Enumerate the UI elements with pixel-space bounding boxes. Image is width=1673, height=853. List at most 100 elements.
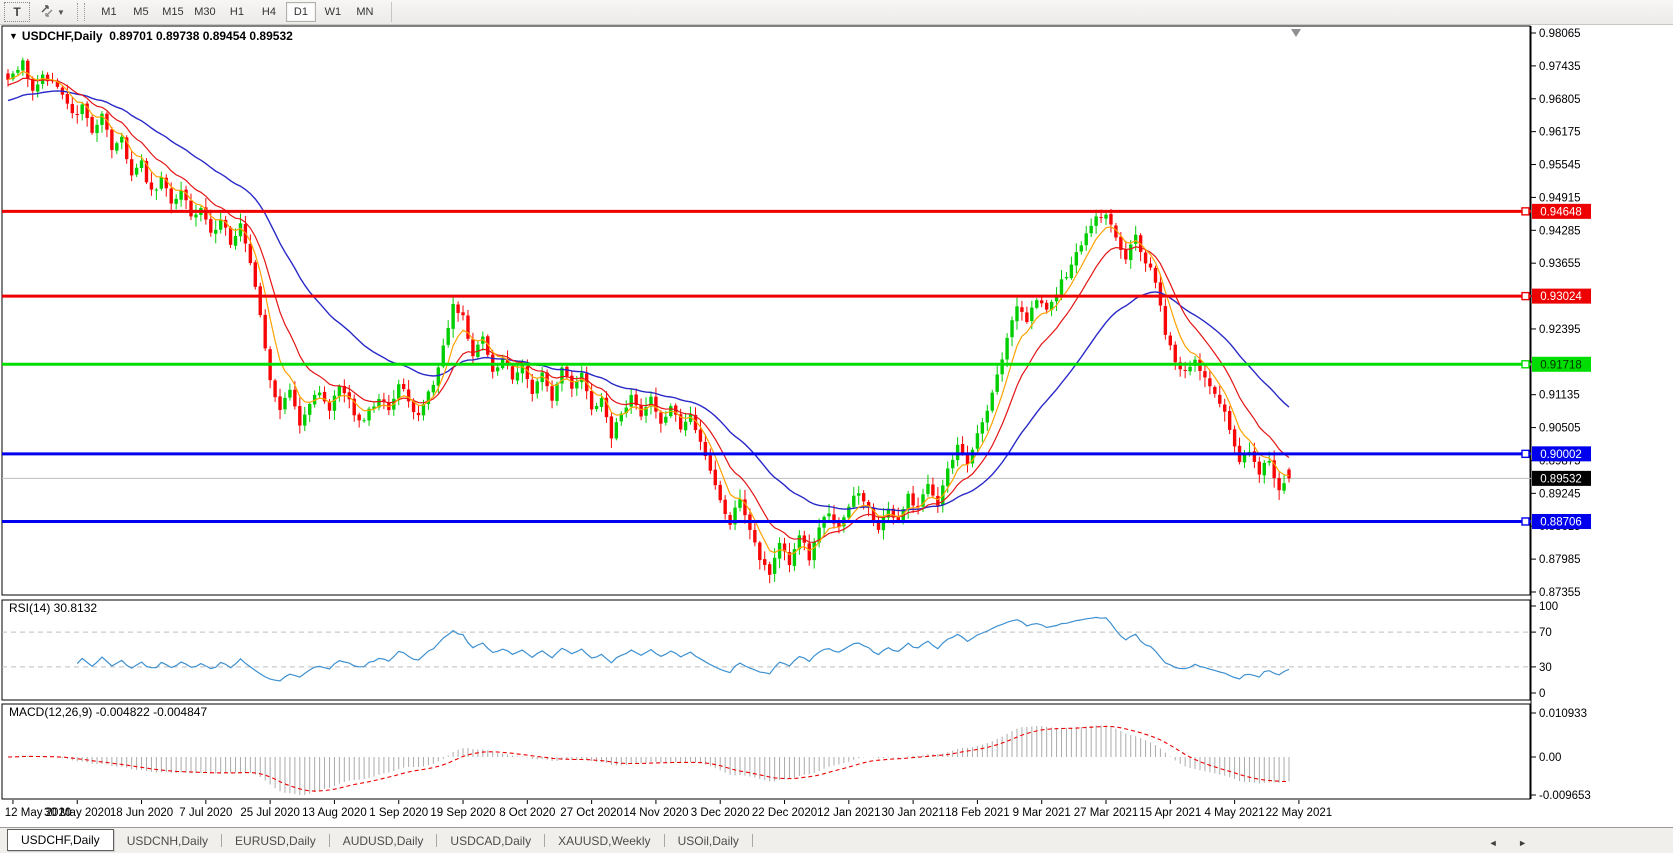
svg-text:0.92395: 0.92395 [1539, 324, 1581, 336]
svg-text:0.87355: 0.87355 [1539, 587, 1581, 599]
svg-text:30: 30 [1539, 662, 1552, 674]
svg-text:14 Nov 2020: 14 Nov 2020 [623, 807, 688, 819]
svg-text:0.00: 0.00 [1539, 752, 1561, 764]
tab-separator [544, 834, 546, 847]
svg-text:27 Oct 2020: 27 Oct 2020 [560, 807, 623, 819]
timeframe-button-m1[interactable]: M1 [94, 2, 124, 22]
svg-text:1 Sep 2020: 1 Sep 2020 [369, 807, 428, 819]
svg-text:0.90002: 0.90002 [1540, 449, 1582, 461]
svg-text:12 Jan 2021: 12 Jan 2021 [817, 807, 880, 819]
tab-audusd-daily[interactable]: AUDUSD,Daily [342, 834, 424, 848]
tab-separator [663, 834, 665, 847]
svg-text:19 Sep 2020: 19 Sep 2020 [430, 807, 495, 819]
tab-separator [436, 834, 438, 847]
svg-text:0.93024: 0.93024 [1540, 291, 1582, 303]
svg-text:12 May 2020: 12 May 2020 [5, 807, 72, 819]
double-arrows-icon [40, 4, 54, 21]
svg-text:0.91135: 0.91135 [1539, 390, 1580, 402]
svg-text:3 Dec 2020: 3 Dec 2020 [691, 807, 750, 819]
svg-text:0.89532: 0.89532 [1540, 473, 1582, 485]
tab-scroll-left-icon[interactable]: ◄ [1488, 838, 1498, 848]
level-lines: 0.94648 0.93024 0.91718 0.90002 0.88706 [2, 203, 1591, 529]
timeframe-button-h4[interactable]: H4 [254, 2, 284, 22]
timeframe-button-m15[interactable]: M15 [158, 2, 188, 22]
tab-usdchf-daily[interactable]: USDCHF,Daily [7, 829, 114, 851]
svg-text:9 Mar 2021: 9 Mar 2021 [1013, 807, 1071, 819]
macd-panel: 0.010933 0.00 -0.009653 [12, 708, 1591, 802]
svg-text:15 Apr 2021: 15 Apr 2021 [1139, 807, 1201, 819]
svg-text:25 Jul 2020: 25 Jul 2020 [240, 807, 299, 819]
svg-text:-0.009653: -0.009653 [1539, 790, 1591, 802]
tab-usdcad-daily[interactable]: USDCAD,Daily [450, 834, 532, 848]
svg-text:0.96175: 0.96175 [1539, 127, 1581, 139]
svg-text:70: 70 [1539, 627, 1552, 639]
svg-text:0.94648: 0.94648 [1540, 206, 1582, 218]
toolbar: T ▼ M1 M5 M15 M30 H1 H4 D1 W1 MN [0, 0, 1673, 25]
svg-text:0.98065: 0.98065 [1539, 28, 1581, 40]
tab-scroll-arrows: ◄ ► [1471, 838, 1527, 848]
chart-shift-marker [1291, 29, 1301, 37]
toolbar-separator [390, 2, 392, 22]
tab-xauusd-weekly[interactable]: XAUUSD,Weekly [558, 834, 651, 848]
svg-text:30 May 2020: 30 May 2020 [44, 807, 111, 819]
svg-text:0.94915: 0.94915 [1539, 192, 1581, 204]
cycle-symbols-button[interactable]: ▼ [38, 3, 67, 21]
rsi-indicator-label: RSI(14) 30.8132 [9, 601, 98, 615]
svg-text:0.96805: 0.96805 [1539, 94, 1581, 106]
svg-text:0: 0 [1539, 688, 1545, 700]
one-click-trading-icon[interactable]: ▼ [9, 31, 18, 41]
tab-separator [221, 834, 223, 847]
svg-text:0.91718: 0.91718 [1540, 359, 1582, 371]
timeframe-button-d1[interactable]: D1 [285, 2, 316, 22]
fast-ma-line [7, 70, 1290, 556]
macd-indicator-label: MACD(12,26,9) -0.004822 -0.004847 [9, 705, 208, 719]
timeframe-button-m30[interactable]: M30 [190, 2, 220, 22]
tab-usdcnh-daily[interactable]: USDCNH,Daily [126, 834, 209, 848]
svg-text:7 Jul 2020: 7 Jul 2020 [179, 807, 232, 819]
tab-separator [751, 834, 753, 847]
svg-text:0.010933: 0.010933 [1539, 708, 1587, 720]
rsi-panel: 100 70 30 0 [2, 601, 1558, 700]
tab-separator [328, 834, 330, 847]
svg-text:0.95545: 0.95545 [1539, 160, 1581, 172]
chart-ohlc-quotes: 0.89701 0.89738 0.89454 0.89532 [109, 29, 293, 43]
mid-ma-line [7, 77, 1290, 543]
svg-text:13 Aug 2020: 13 Aug 2020 [302, 807, 367, 819]
svg-text:27 Mar 2021: 27 Mar 2021 [1074, 807, 1139, 819]
text-tool-icon: T [13, 5, 21, 19]
tab-scroll-right-icon[interactable]: ► [1518, 838, 1527, 848]
tab-usoil-daily[interactable]: USOil,Daily [677, 834, 739, 848]
svg-text:0.97435: 0.97435 [1539, 61, 1581, 73]
chart-tab-bar: USDCHF,Daily USDCNH,Daily EURUSD,Daily A… [0, 827, 1673, 853]
svg-text:8 Oct 2020: 8 Oct 2020 [499, 807, 555, 819]
toolbar-grip[interactable] [76, 3, 85, 21]
text-tool-button[interactable]: T [4, 2, 30, 22]
svg-text:0.94285: 0.94285 [1539, 225, 1581, 237]
panel-frames [1, 25, 1532, 800]
svg-text:18 Jun 2020: 18 Jun 2020 [110, 807, 173, 819]
svg-text:18 Feb 2021: 18 Feb 2021 [945, 807, 1010, 819]
svg-text:30 Jan 2021: 30 Jan 2021 [881, 807, 944, 819]
svg-text:22 May 2021: 22 May 2021 [1266, 807, 1333, 819]
macd-signal-line [7, 725, 1289, 792]
timeframe-button-h1[interactable]: H1 [222, 2, 252, 22]
timeframe-button-m5[interactable]: M5 [126, 2, 156, 22]
chart-symbol-period: USDCHF,Daily [21, 29, 103, 43]
svg-text:22 Dec 2020: 22 Dec 2020 [752, 807, 817, 819]
timeframe-button-w1[interactable]: W1 [318, 2, 348, 22]
svg-text:0.87985: 0.87985 [1539, 554, 1581, 566]
chart-title: ▼ USDCHF,Daily 0.89701 0.89738 0.89454 0.… [9, 29, 293, 43]
svg-text:0.93655: 0.93655 [1539, 258, 1581, 270]
tab-eurusd-daily[interactable]: EURUSD,Daily [235, 834, 316, 848]
rsi-line [76, 616, 1290, 682]
dropdown-caret-icon[interactable]: ▼ [57, 7, 65, 17]
svg-text:0.90505: 0.90505 [1539, 423, 1581, 435]
svg-text:100: 100 [1539, 601, 1558, 613]
timeframe-button-mn[interactable]: MN [350, 2, 380, 22]
svg-text:0.89245: 0.89245 [1539, 488, 1581, 500]
price-axis: 0.98065 0.97435 0.96805 0.96175 0.95545 0.949… [1531, 28, 1581, 599]
bid-price-label [1532, 470, 1591, 486]
